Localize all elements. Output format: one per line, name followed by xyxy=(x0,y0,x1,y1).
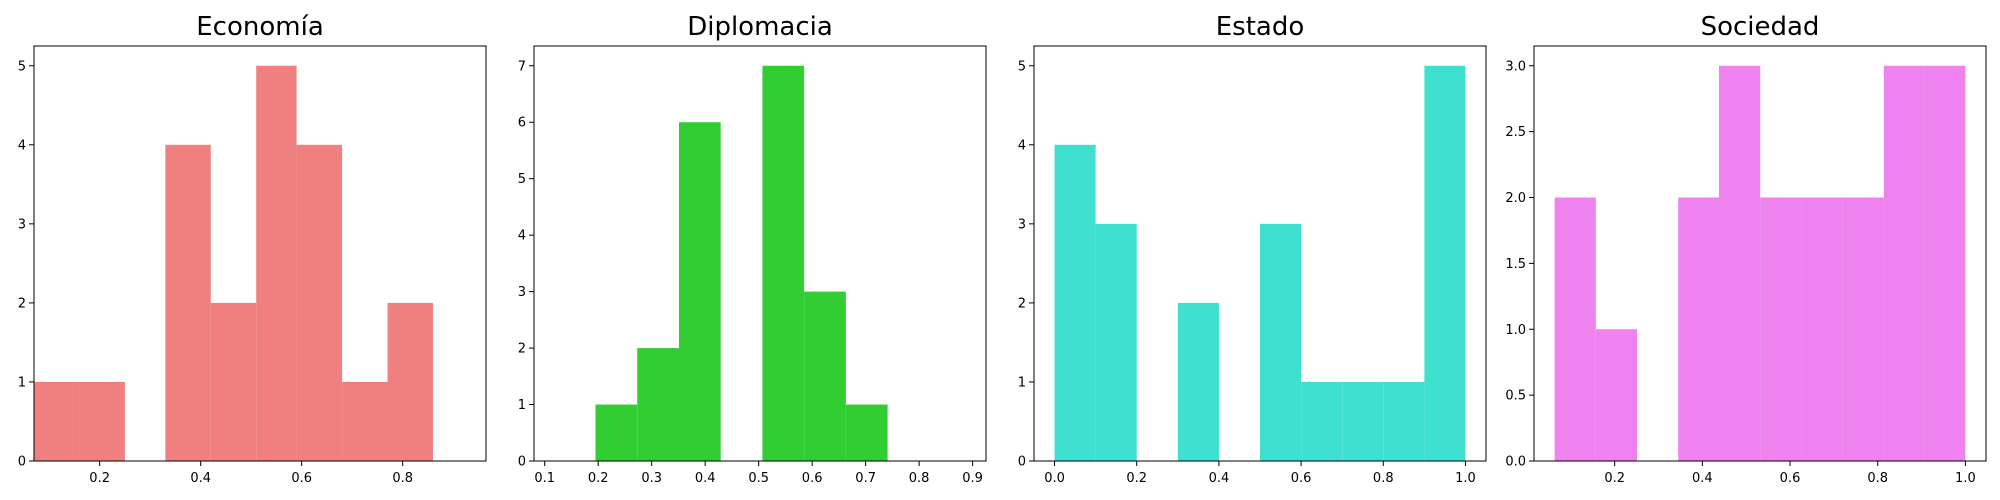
x-tick-label: 0.8 xyxy=(392,471,413,486)
y-tick-label: 2 xyxy=(1018,296,1026,311)
histogram-bar xyxy=(1383,381,1425,461)
x-tick-label: 0.2 xyxy=(1126,471,1147,486)
histogram-bar xyxy=(256,65,297,461)
histogram-bar xyxy=(342,381,388,461)
x-tick-label: 0.4 xyxy=(695,471,716,486)
histogram-bar xyxy=(1177,302,1219,461)
x-tick-label: 0.2 xyxy=(588,471,609,486)
histogram-bar xyxy=(1301,381,1343,461)
histogram-bar xyxy=(1342,381,1384,461)
y-tick-label: 5 xyxy=(518,172,526,187)
histogram-bar xyxy=(845,404,888,461)
histogram-bar xyxy=(804,291,846,461)
histogram-bar xyxy=(1678,197,1720,461)
axes-frame xyxy=(33,45,487,462)
x-tick-label: 0.5 xyxy=(748,471,769,486)
y-tick-label: 5 xyxy=(1018,59,1026,74)
y-tick-label: 5 xyxy=(18,59,26,74)
y-tick-label: 3 xyxy=(518,285,526,300)
histogram-bar xyxy=(1842,197,1884,461)
histogram-bar xyxy=(79,381,125,461)
y-tick-label: 1.5 xyxy=(1505,257,1526,272)
axes-frame xyxy=(1033,45,1487,462)
histogram-bar xyxy=(387,302,433,461)
histogram-bar xyxy=(637,348,679,461)
panel-estado: Estado 0.0 0.2 0.4 0.6 0.8 1.0 0 1 2 3 4 5 xyxy=(1018,12,1487,486)
x-tick-label: 0.1 xyxy=(534,471,555,486)
histogram-bar xyxy=(1424,65,1466,461)
histogram-bar xyxy=(1801,197,1843,461)
histogram-bar xyxy=(1095,223,1137,461)
axes-frame xyxy=(533,45,987,462)
y-tick-label: 3 xyxy=(1018,217,1026,232)
histogram-bar xyxy=(1260,223,1302,461)
y-tick-label: 4 xyxy=(1018,138,1026,153)
histogram-bar xyxy=(165,144,211,462)
x-tick-label: 0.0 xyxy=(1044,471,1065,486)
y-tick-label: 4 xyxy=(518,229,526,244)
x-tick-label: 0.3 xyxy=(641,471,662,486)
x-tick-label: 0.4 xyxy=(1209,471,1230,486)
chart-title: Diplomacia xyxy=(687,12,833,42)
histogram-bar xyxy=(1719,65,1761,461)
histogram-bar xyxy=(34,381,80,461)
histogram-bar xyxy=(595,404,638,461)
histogram-bar xyxy=(1924,65,1966,461)
histogram-bar xyxy=(678,122,721,461)
y-tick-label: 0.0 xyxy=(1505,455,1526,470)
histogram-bar xyxy=(1760,197,1802,461)
histogram-bar xyxy=(1554,197,1596,461)
y-tick-label: 1 xyxy=(18,375,26,390)
y-tick-label: 0 xyxy=(518,455,526,470)
y-tick-label: 0 xyxy=(1018,455,1026,470)
histogram-bar xyxy=(296,144,343,462)
x-tick-label: 0.8 xyxy=(1373,471,1394,486)
chart-title: Economía xyxy=(196,12,324,42)
y-tick-label: 4 xyxy=(18,138,26,153)
x-tick-label: 0.8 xyxy=(1867,471,1888,486)
panel-economia: Economía 0.2 0.4 0.6 0.8 0 1 2 3 4 5 xyxy=(18,12,487,486)
histogram-bar xyxy=(210,302,257,461)
panel-diplomacia: Diplomacia 0.1 0.2 0.3 0.4 0.5 0.6 0.7 0.8 0.9 0 1… xyxy=(518,12,987,486)
x-tick-label: 1.0 xyxy=(1455,471,1476,486)
x-tick-label: 1.0 xyxy=(1955,471,1976,486)
chart-title: Estado xyxy=(1216,12,1305,42)
x-tick-label: 0.6 xyxy=(291,471,312,486)
x-tick-label: 0.4 xyxy=(190,471,211,486)
x-tick-label: 0.6 xyxy=(802,471,823,486)
y-tick-label: 2.5 xyxy=(1505,125,1526,140)
axes-frame xyxy=(1533,45,1987,462)
x-tick-label: 0.7 xyxy=(855,471,876,486)
x-tick-label: 0.9 xyxy=(962,471,983,486)
x-tick-label: 0.6 xyxy=(1780,471,1801,486)
histogram-bar xyxy=(1595,329,1638,461)
panel-sociedad: Sociedad 0.2 0.4 0.6 0.8 1.0 0.0 0.5 1.0 1.5 2.0 2… xyxy=(1505,12,1987,486)
x-tick-label: 0.8 xyxy=(909,471,930,486)
y-tick-label: 2 xyxy=(518,342,526,357)
histogram-bar xyxy=(1883,65,1925,461)
y-tick-label: 3.0 xyxy=(1505,59,1526,74)
y-tick-label: 2 xyxy=(18,296,26,311)
y-tick-label: 1 xyxy=(518,398,526,413)
x-tick-label: 0.2 xyxy=(1604,471,1625,486)
histogram-bar xyxy=(762,65,805,461)
y-tick-label: 0 xyxy=(18,455,26,470)
y-tick-label: 7 xyxy=(518,59,526,74)
chart-title: Sociedad xyxy=(1701,12,1820,42)
y-tick-label: 3 xyxy=(18,217,26,232)
y-tick-label: 1 xyxy=(1018,375,1026,390)
x-tick-label: 0.4 xyxy=(1692,471,1713,486)
y-tick-label: 6 xyxy=(518,116,526,131)
histogram-bar xyxy=(1054,144,1096,462)
x-tick-label: 0.2 xyxy=(89,471,110,486)
y-tick-label: 1.0 xyxy=(1505,323,1526,338)
y-tick-label: 0.5 xyxy=(1505,389,1526,404)
x-tick-label: 0.6 xyxy=(1291,471,1312,486)
y-tick-label: 2.0 xyxy=(1505,191,1526,206)
